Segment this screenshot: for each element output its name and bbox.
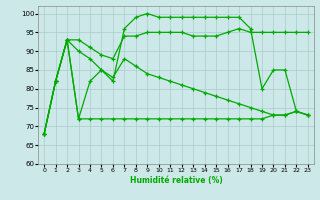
X-axis label: Humidité relative (%): Humidité relative (%) — [130, 176, 222, 185]
